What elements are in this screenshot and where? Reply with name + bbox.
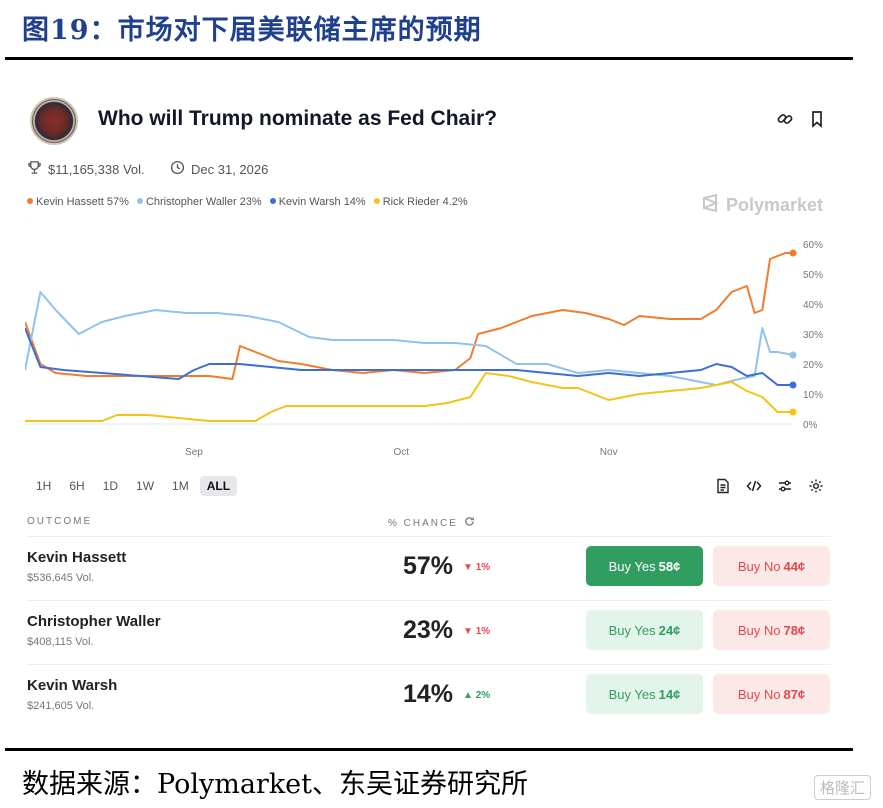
probability-chart: 60% 50% 40% 30% 20% 10% 0% Sep Oct Nov (25, 240, 823, 458)
legend-item: Kevin Hassett 57% (27, 196, 129, 208)
series-line (25, 327, 793, 386)
link-icon[interactable] (776, 110, 794, 128)
y-tick-label: 50% (803, 270, 823, 281)
outcome-chance: 57% (403, 552, 454, 580)
total-volume: $11,165,338 Vol. (48, 161, 145, 177)
fed-seal-logo (30, 97, 78, 145)
figure-source: 数据来源：Polymarket、东吴证券研究所 (22, 769, 529, 800)
x-tick-label: Nov (600, 447, 618, 458)
outcome-change: ▼ 1% (463, 562, 491, 573)
series-line (25, 372, 793, 422)
legend-dot (373, 198, 380, 204)
outcome-chance: 14% (403, 680, 454, 708)
outcome-volume: $241,605 Vol. (27, 700, 95, 712)
range-6h[interactable]: 6H (69, 479, 85, 493)
x-tick-label: Sep (185, 447, 203, 458)
y-tick-label: 10% (803, 390, 823, 401)
market-title: Who will Trump nominate as Fed Chair? (98, 107, 498, 130)
outcome-name: Christopher Waller (27, 613, 161, 630)
top-rule (5, 57, 853, 60)
legend-item: Rick Rieder 4.2% (373, 196, 468, 208)
brand-name: Polymarket (726, 195, 824, 215)
chart-legend: Kevin Hassett 57% Christopher Waller 23%… (27, 196, 468, 208)
end-date-meta: Dec 31, 2026 (170, 160, 268, 178)
x-tick-label: Oct (394, 447, 410, 458)
buy-no-button[interactable]: Buy No 78¢ (713, 610, 830, 650)
outcome-volume: $408,115 Vol. (27, 636, 94, 648)
range-1h[interactable]: 1H (36, 479, 52, 493)
bookmark-icon[interactable] (808, 110, 826, 128)
buy-no-button[interactable]: Buy No 87¢ (713, 674, 830, 714)
down-triangle-icon: ▼ (463, 562, 473, 573)
series-line (25, 291, 794, 386)
series-line (25, 252, 793, 380)
legend-dot (27, 198, 33, 204)
y-tick-label: 30% (803, 330, 823, 341)
polymarket-brand: Polymarket (700, 193, 823, 218)
refresh-icon[interactable] (464, 516, 475, 530)
buy-yes-button[interactable]: Buy Yes 14¢ (586, 674, 703, 714)
series-end-point (789, 408, 797, 416)
chance-column-label: % CHANCE (388, 517, 458, 529)
sliders-icon[interactable] (777, 478, 793, 494)
chance-column-header: % CHANCE (388, 516, 475, 530)
up-triangle-icon: ▲ (463, 690, 473, 701)
range-1d[interactable]: 1D (102, 479, 119, 493)
legend-item: Christopher Waller 23% (136, 196, 262, 208)
outcome-row: Christopher Waller $408,115 Vol. 23% ▼ 1… (27, 600, 831, 664)
y-tick-label: 0% (803, 420, 818, 431)
series-end-point (789, 351, 797, 359)
series-end-point (789, 381, 797, 389)
settings-gear-icon[interactable] (808, 478, 824, 494)
clock-icon (170, 160, 185, 178)
range-1w[interactable]: 1W (136, 479, 155, 493)
outcome-change: ▲ 2% (463, 690, 491, 701)
figure-title: 图19：市场对下届美联储主席的预期 (22, 15, 482, 46)
legend-dot (269, 198, 276, 204)
embed-code-icon[interactable] (746, 478, 762, 494)
down-triangle-icon: ▼ (463, 626, 473, 637)
time-range-selector: 1H 6H 1D 1W 1M ALL (29, 476, 238, 496)
range-1m[interactable]: 1M (172, 479, 189, 493)
y-tick-label: 40% (803, 300, 823, 311)
buy-yes-button[interactable]: Buy Yes 58¢ (586, 546, 703, 586)
volume-meta: $11,165,338 Vol. (27, 160, 145, 178)
buy-yes-button[interactable]: Buy Yes 24¢ (586, 610, 703, 650)
y-tick-label: 60% (803, 240, 823, 251)
y-tick-label: 20% (803, 360, 823, 371)
buy-no-button[interactable]: Buy No 44¢ (713, 546, 830, 586)
outcome-name: Kevin Hassett (27, 549, 127, 566)
watermark: 格隆汇 (813, 775, 871, 800)
outcome-change: ▼ 1% (463, 626, 491, 637)
range-all[interactable]: ALL (199, 476, 238, 496)
legend-dot (136, 198, 143, 204)
outcome-name: Kevin Warsh (27, 677, 118, 694)
outcome-row: Kevin Warsh $241,605 Vol. 14% ▲ 2% Buy Y… (27, 664, 831, 728)
outcome-column-header: OUTCOME (27, 516, 93, 527)
trophy-icon (27, 160, 42, 178)
outcome-chance: 23% (403, 616, 454, 644)
end-date: Dec 31, 2026 (191, 161, 269, 177)
polymarket-logo-icon (700, 193, 720, 218)
document-icon[interactable] (715, 478, 731, 494)
bottom-rule (5, 748, 853, 751)
outcome-row: Kevin Hassett $536,645 Vol. 57% ▼ 1% Buy… (27, 536, 831, 600)
series-end-point (789, 249, 797, 257)
legend-item: Kevin Warsh 14% (269, 196, 366, 208)
outcome-volume: $536,645 Vol. (27, 572, 95, 584)
